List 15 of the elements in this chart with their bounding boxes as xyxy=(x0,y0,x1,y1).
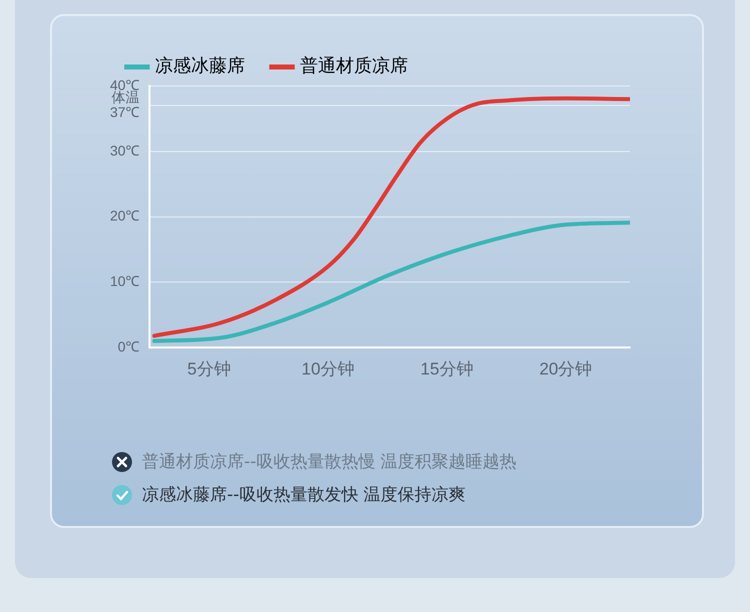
line-series xyxy=(152,96,630,338)
x-tick-label: 5分钟 xyxy=(187,359,231,378)
x-tick-label: 10分钟 xyxy=(301,359,354,378)
y-tick-label: 10℃ xyxy=(110,273,140,290)
y-tick-label: 体温 37℃ xyxy=(110,88,140,120)
line-series xyxy=(152,220,630,344)
legend-label: 凉感冰藤席 xyxy=(155,56,245,77)
y-tick-label: 30℃ xyxy=(110,142,140,158)
x-tick-label: 15分钟 xyxy=(420,359,474,378)
legend-label: 普通材质凉席 xyxy=(300,56,408,77)
text: 普通材质凉席--吸收热量散热慢 温度积聚越睡越热 xyxy=(142,451,517,473)
y-tick-label: 20℃ xyxy=(110,208,140,224)
y-tick-label: 0℃ xyxy=(118,338,140,354)
x-tick-label: 20分钟 xyxy=(539,359,592,378)
text: 凉感冰藤席--吸收热量散发快 温度保持凉爽 xyxy=(142,484,466,506)
